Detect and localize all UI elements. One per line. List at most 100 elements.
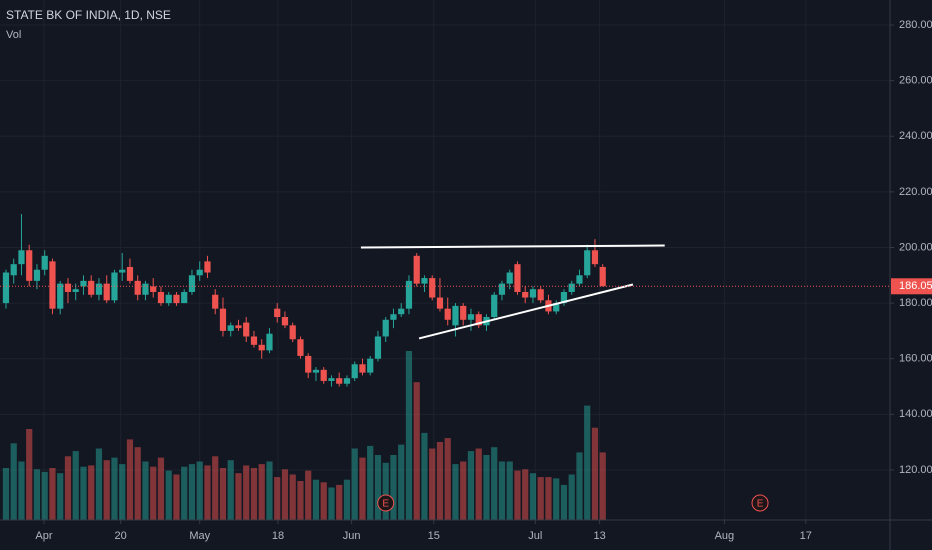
volume-bar [157, 457, 165, 520]
candle-body [529, 289, 537, 298]
candle-body [227, 325, 234, 331]
candle-body [413, 255, 420, 284]
volume-bar [119, 464, 126, 520]
candle-body [506, 272, 513, 284]
volume-bar [49, 468, 56, 520]
candle-body [436, 297, 444, 309]
candle-body [165, 294, 172, 304]
volume-bar [297, 481, 304, 520]
volume-bar [134, 447, 141, 520]
x-tick-label: Jul [528, 530, 542, 542]
x-tick-label: 20 [115, 530, 127, 542]
volume-bar [545, 477, 552, 520]
candle-body [576, 275, 583, 284]
candle-body [212, 294, 219, 309]
volume-bar [429, 448, 436, 520]
volume-bar [41, 471, 48, 520]
y-tick-label: 260.00 [899, 75, 932, 87]
candle-body [514, 264, 521, 292]
candle-body [374, 336, 382, 359]
candle-body [452, 305, 459, 326]
volume-bar [467, 451, 475, 520]
volume-bar [196, 461, 203, 520]
volume-bar [413, 382, 420, 520]
candle-body [390, 314, 397, 320]
candle-body [41, 255, 48, 270]
candle-body [460, 305, 467, 320]
y-tick-label: 140.00 [899, 408, 932, 420]
candle-body [599, 266, 606, 287]
chart-title: STATE BK OF INDIA, 1D, NSE [6, 8, 171, 22]
volume-bar [475, 448, 482, 520]
candle-body [142, 283, 149, 295]
x-tick-label: May [189, 530, 210, 542]
trendline [418, 283, 634, 340]
candle-body [250, 336, 258, 345]
candle-body [80, 280, 87, 287]
volume-bar [2, 468, 10, 520]
trendline [360, 244, 665, 249]
candle-body [467, 314, 475, 320]
candle-body [2, 272, 10, 304]
volume-bar [289, 474, 296, 520]
last-price-label: 186.05 [899, 280, 932, 292]
candle-body [398, 308, 405, 315]
volume-bar [498, 461, 506, 520]
earnings-label: E [382, 499, 389, 510]
candle-body [305, 355, 312, 373]
volume-bar [95, 448, 103, 520]
x-tick-label: 17 [800, 530, 812, 542]
candle-body [126, 266, 134, 281]
volume-bar [351, 448, 358, 520]
candle-body [33, 269, 41, 281]
candle-body [429, 278, 436, 298]
volume-bar [374, 455, 382, 520]
candle-body [119, 269, 126, 273]
volume-bar [460, 461, 467, 520]
candle-body [88, 280, 95, 295]
volume-bar [336, 484, 343, 520]
volume-bar [250, 468, 258, 520]
y-tick-label: 280.00 [899, 19, 932, 31]
candle-body [266, 333, 273, 351]
volume-bar [359, 457, 366, 520]
volume-bar [80, 466, 87, 520]
volume-bar [266, 461, 273, 520]
candle-body [235, 325, 242, 329]
volume-bar [591, 427, 599, 520]
candle-body [444, 308, 451, 320]
candle-body [320, 369, 327, 381]
volume-bar [529, 473, 537, 520]
volume-bar [243, 465, 250, 520]
candle-body [103, 283, 110, 301]
volume-bar [72, 451, 79, 520]
volume-bar [312, 479, 320, 520]
candle-body [204, 261, 211, 273]
volume-bar [328, 487, 335, 520]
volume-bar [10, 443, 17, 520]
volume-bar [599, 452, 606, 520]
candle-body [243, 322, 250, 337]
candle-body [405, 280, 413, 309]
y-tick-label: 120.00 [899, 464, 932, 476]
volume-bar [568, 474, 575, 520]
candle-body [173, 294, 180, 304]
candle-body [297, 339, 304, 356]
volume-bar [181, 466, 188, 520]
volume-bar [173, 474, 180, 520]
candle-body [591, 250, 599, 265]
candle-body [274, 308, 281, 318]
earnings-marker [751, 494, 769, 512]
candle-body [359, 364, 366, 373]
earnings-marker [377, 494, 395, 512]
volume-bar [18, 461, 25, 520]
candle-body [475, 314, 482, 326]
volume-bar [576, 452, 583, 520]
volume-bar [522, 469, 529, 520]
volume-bar [103, 460, 110, 520]
candle-body [336, 378, 343, 384]
volume-bar [150, 466, 157, 520]
volume-bar [343, 479, 351, 520]
